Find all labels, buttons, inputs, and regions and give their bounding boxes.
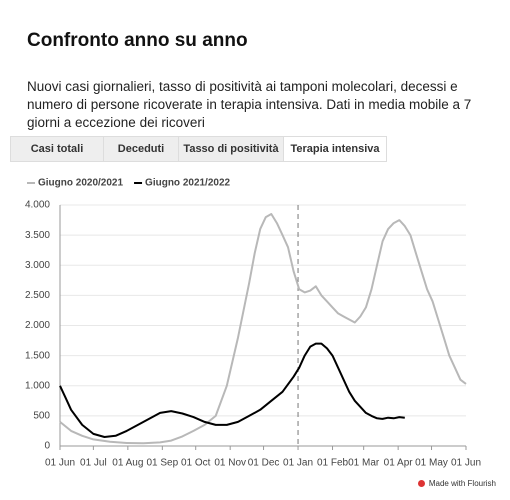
tab[interactable]: Deceduti — [103, 136, 179, 162]
series-line — [59, 342, 405, 438]
x-tick-label: 01 Apr — [384, 458, 414, 469]
y-tick-label: 3.500 — [25, 230, 50, 241]
x-tick-label: 01 Dec — [248, 458, 280, 469]
legend-label: Giugno 2020/2021 — [38, 178, 123, 189]
subtitle: Nuovi casi giornalieri, tasso di positiv… — [27, 79, 472, 130]
series-line — [59, 213, 467, 445]
y-tick-label: 2.500 — [25, 290, 50, 301]
y-tick-label: 2.000 — [25, 320, 50, 331]
x-tick-label: 01 Mar — [348, 458, 380, 469]
y-tick-label: 1.500 — [25, 350, 50, 361]
x-tick-label: 01 Sep — [146, 458, 178, 469]
x-tick-label: 01 Jun — [451, 458, 481, 469]
y-tick-label: 0 — [44, 441, 50, 452]
tab[interactable]: Casi totali — [10, 136, 104, 162]
tab[interactable]: Terapia intensiva — [283, 136, 387, 162]
x-tick-label: 01 Jun — [45, 458, 75, 469]
tabs: Casi totali Deceduti Tasso di positività Te… — [10, 136, 387, 162]
legend-label: Giugno 2021/2022 — [145, 178, 230, 189]
x-tick-label: 01 Oct — [181, 458, 211, 469]
chart: 0 500 1.000 1.500 2.000 2.500 3.000 3.500 4.000 0… — [25, 178, 481, 469]
tab[interactable]: Tasso di positività — [178, 136, 284, 162]
x-tick-label: 01 Feb — [317, 458, 349, 469]
x-tick-label: 01 May — [415, 458, 448, 469]
y-tick-label: 4.000 — [25, 200, 50, 211]
x-tick-label: 01 Nov — [214, 458, 246, 469]
y-tick-label: 500 — [33, 411, 50, 422]
x-tick-label: 01 Jul — [80, 458, 107, 469]
x-tick-label: 01 Aug — [112, 458, 143, 469]
y-tick-label: 1.000 — [25, 380, 50, 391]
y-tick-label: 3.000 — [25, 260, 50, 271]
x-tick-label: 01 Jan — [283, 458, 313, 469]
title: Confronto anno su anno — [27, 30, 248, 51]
footer: Made with Flourish — [418, 479, 496, 488]
